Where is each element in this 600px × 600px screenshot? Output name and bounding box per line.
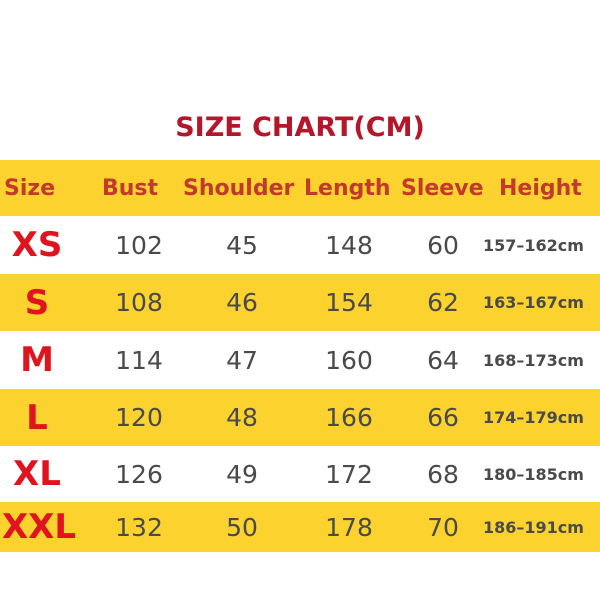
header-cell: Sleeve [401,175,484,201]
table-row: M 114 47 160 64 168–173cm [0,331,600,389]
value-cell: 49 [226,459,258,489]
value-cell: 180–185cm [483,464,584,484]
size-cell: XL [13,454,61,494]
value-cell: 46 [226,288,258,317]
value-cell: 154 [325,288,373,317]
size-cell: XXL [1,507,77,547]
value-cell: 178 [325,512,373,542]
size-cell: XS [11,225,63,265]
value-cell: 168–173cm [483,350,584,370]
value-cell: 108 [115,288,163,317]
value-cell: 148 [325,230,373,260]
header-cell: Shoulder [183,175,295,201]
value-cell: 50 [226,512,258,542]
value-cell: 114 [115,345,163,375]
value-cell: 126 [115,459,163,489]
value-cell: 48 [226,403,258,432]
value-cell: 60 [427,230,459,260]
value-cell: 68 [427,459,459,489]
value-cell: 186–191cm [483,517,584,537]
value-cell: 70 [427,512,459,542]
value-cell: 120 [115,403,163,432]
value-cell: 66 [427,403,459,432]
value-cell: 163–167cm [483,293,584,312]
header-cell: Size [4,175,56,201]
title: SIZE CHART(CM) [175,112,425,143]
value-cell: 160 [325,345,373,375]
value-cell: 157–162cm [483,235,584,255]
table-row: XXL 132 50 178 70 186–191cm [0,502,600,552]
table-row: S 108 46 154 62 163–167cm [0,274,600,331]
value-cell: 64 [427,345,459,375]
header-cell: Bust [102,175,159,201]
value-cell: 45 [226,230,258,260]
size-cell: M [20,340,54,380]
size-cell: S [24,282,50,323]
table-row: L 120 48 166 66 174–179cm [0,389,600,446]
table-row: XL 126 49 172 68 180–185cm [0,446,600,502]
value-cell: 132 [115,512,163,542]
header-row: Size Bust Shoulder Length Sleeve Height [0,160,600,216]
size-cell: L [26,397,48,438]
value-cell: 166 [325,403,373,432]
header-cell: Height [499,175,582,201]
value-cell: 172 [325,459,373,489]
value-cell: 47 [226,345,258,375]
header-cell: Length [304,175,391,201]
value-cell: 62 [427,288,459,317]
value-cell: 174–179cm [483,408,584,427]
value-cell: 102 [115,230,163,260]
table-row: XS 102 45 148 60 157–162cm [0,216,600,274]
